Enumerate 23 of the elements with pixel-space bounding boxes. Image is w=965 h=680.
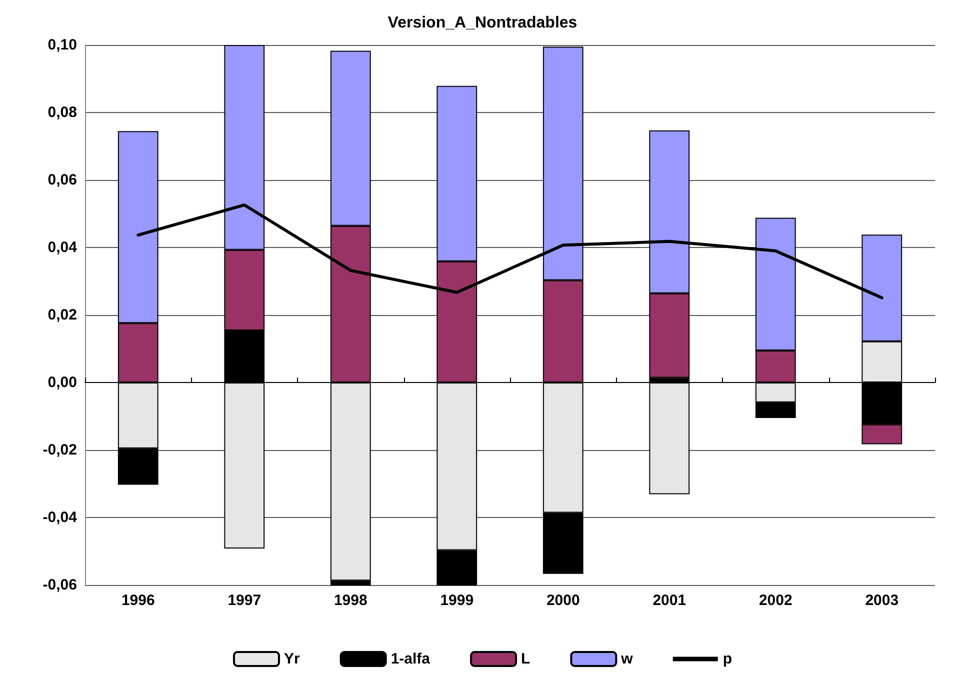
x-tick-label: 1996 bbox=[121, 592, 155, 609]
chart-title: Version_A_Nontradables bbox=[388, 14, 578, 32]
y-tick-label: 0,00 bbox=[48, 374, 77, 391]
legend-label: 1-alfa bbox=[390, 650, 431, 668]
x-tick-label: 1999 bbox=[440, 592, 474, 609]
legend-label: L bbox=[521, 650, 530, 668]
y-tick-label: 0,04 bbox=[48, 239, 78, 256]
y-tick-label: 0,06 bbox=[48, 172, 77, 188]
y-tick-label: 0,10 bbox=[48, 36, 77, 54]
x-tick-label: 2003 bbox=[865, 592, 899, 609]
x-tick-label: 2001 bbox=[652, 592, 686, 609]
legend-label: Yr bbox=[284, 650, 300, 668]
x-tick-label: 2002 bbox=[758, 592, 792, 609]
x-tick-label: 1998 bbox=[334, 592, 368, 609]
legend-label: p bbox=[722, 650, 732, 668]
y-tick-label: -0,06 bbox=[42, 576, 77, 594]
y-tick-label: 0,08 bbox=[48, 104, 77, 121]
y-tick-label: 0,02 bbox=[48, 306, 77, 324]
x-tick-label: 2000 bbox=[546, 592, 580, 609]
x-tick-label: 1997 bbox=[228, 592, 262, 609]
y-tick-label: -0,04 bbox=[42, 509, 78, 526]
y-tick-label: -0,02 bbox=[42, 442, 77, 458]
legend-label: w bbox=[620, 650, 634, 668]
